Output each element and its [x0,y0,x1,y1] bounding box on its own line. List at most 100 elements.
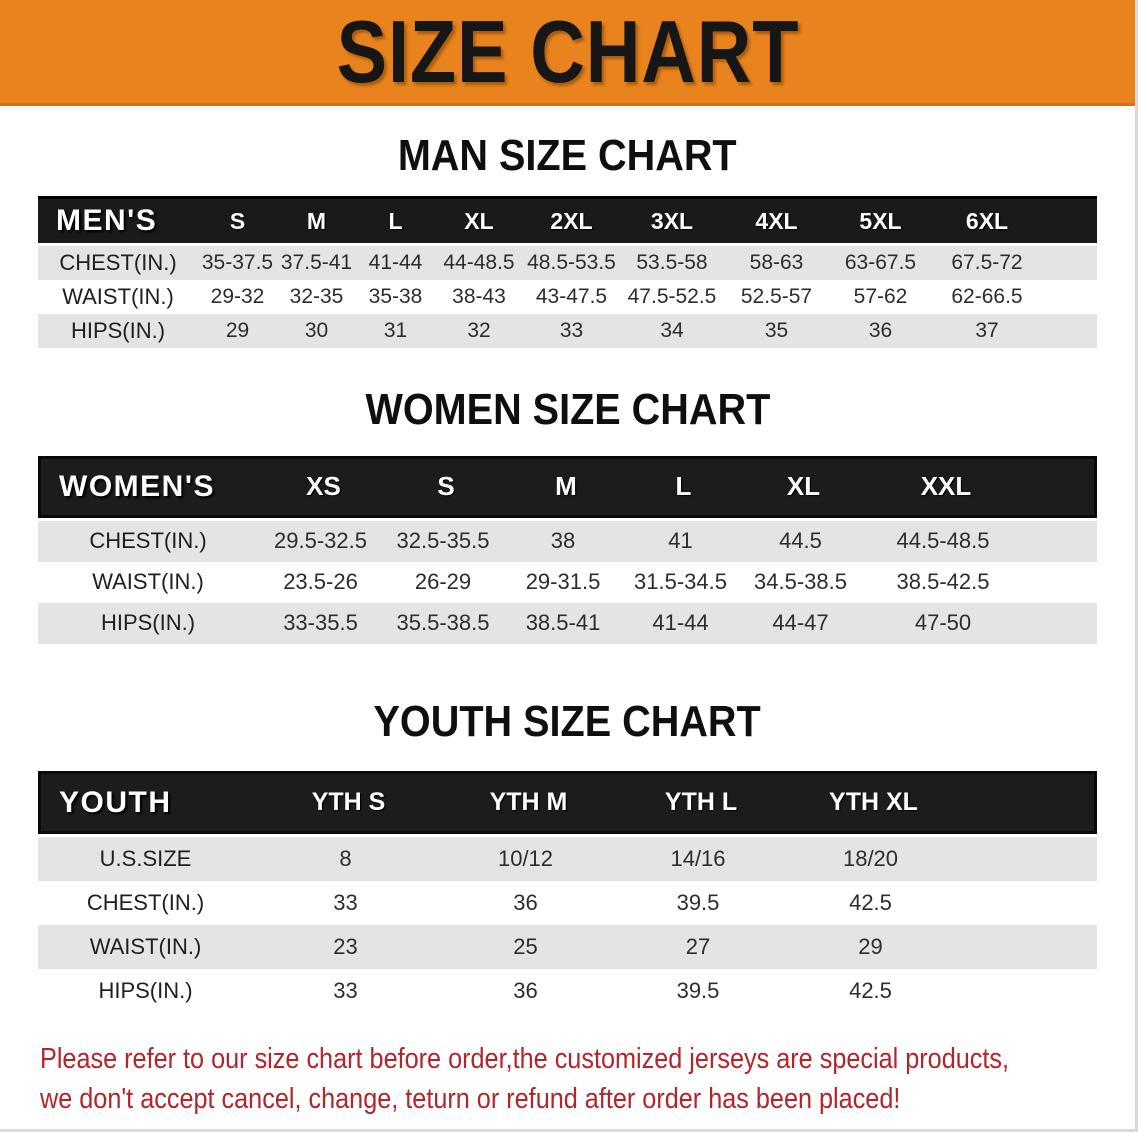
table-cell: 41 [668,528,693,554]
table-cell: 36 [868,319,893,343]
table-header-row: MEN'S S M L XL 2XL 3XL 4XL 5XL 6XL [38,196,1097,244]
table-cell: 29 [858,934,883,960]
table-cell: 33 [333,978,358,1004]
table-cell: 67.5-72 [951,251,1023,275]
table-cell: 47-50 [914,610,972,636]
column-header: L [388,207,403,234]
table-cell: 44-47 [772,610,829,636]
men-size-table: MEN'S S M L XL 2XL 3XL 4XL 5XL 6XL CHEST(IN.) 35-37… [38,196,1097,349]
table-cell: 43-47.5 [535,285,608,309]
table-cell: 38 [550,528,576,554]
table-cell: 44-48.5 [443,251,515,275]
table-row: CHEST(IN.) 29.5-32.5 32.5-35.5 38 41 44.5 44.5… [38,520,1097,562]
table-cell: 26-29 [414,569,472,595]
row-label: WAIST(IN.) [89,934,202,960]
table-header-row: WOMEN'S XS S M L XL XXL [38,455,1097,518]
row-label: CHEST(IN.) [89,528,207,554]
table-cell: 34 [660,319,684,343]
table-cell: 37 [975,319,999,343]
table-cell: 29 [225,319,250,343]
column-header: S [437,471,455,502]
table-cell: 34.5-38.5 [754,569,847,595]
banner-title: SIZE CHART [336,1,799,101]
youth-size-table: YOUTH YTH S YTH M YTH L YTH XL U.S.SIZE 8 10/12… [38,771,1097,1014]
table-cell: 48.5-53.5 [527,251,616,275]
table-cell: 25 [513,934,538,960]
men-section-heading: MAN SIZE CHART [0,131,1135,180]
column-header: XXL [920,471,972,502]
table-cell: 35.5-38.5 [396,610,490,636]
table-cell: 29.5-32.5 [274,528,367,554]
women-heading-text: WOMEN SIZE CHART [365,385,770,435]
column-header: YTH S [311,788,386,817]
table-cell: 41-44 [368,251,423,275]
table-cell: 8 [339,846,352,872]
table-cell: 44.5 [779,528,822,554]
footer-note: Please refer to our size chart before or… [40,1039,1135,1119]
table-header-label: MEN'S [56,204,158,238]
row-label: CHEST(IN.) [86,890,205,916]
column-header: YTH L [664,788,738,817]
row-label: WAIST(IN.) [92,569,204,595]
table-row: HIPS(IN.) 33-35.5 35.5-38.5 38.5-41 41-44 44-… [38,602,1097,644]
table-cell: 23 [333,934,358,960]
table-cell: 23.5-26 [283,569,358,595]
table-row: CHEST(IN.) 33 36 39.5 42.5 [38,881,1097,926]
men-heading-text: MAN SIZE CHART [398,131,737,180]
table-cell: 37.5-41 [280,251,353,275]
column-header: M [555,471,577,502]
column-header: XL [786,471,821,502]
table-cell: 53.5-58 [636,251,708,275]
women-size-table: WOMEN'S XS S M L XL XXL CHEST(IN.) 29.5-32.5 32.5… [38,455,1097,644]
table-cell: 27 [685,934,711,960]
table-header-label: WOMEN'S [59,469,215,503]
column-header: 6XL [965,207,1009,234]
column-header: 5XL [859,207,902,234]
youth-section: YOUTH SIZE CHART YOUTH YTH S YTH M YTH L YTH… [0,696,1135,1014]
column-header: M [306,207,327,234]
table-cell: 14/16 [670,846,726,872]
row-label: CHEST(IN.) [59,250,177,276]
table-cell: 32-35 [289,285,344,309]
column-header: YTH XL [829,788,918,817]
table-header-label: YOUTH [59,785,172,819]
row-label: U.S.SIZE [99,846,192,872]
table-cell: 62-66.5 [951,285,1023,309]
table-row: WAIST(IN.) 29-32 32-35 35-38 38-43 43-47.5 47.… [38,280,1097,315]
row-label: HIPS(IN.) [100,610,196,636]
table-cell: 31.5-34.5 [634,569,727,595]
column-header: 2XL [550,207,593,234]
youth-heading-text: YOUTH SIZE CHART [373,696,762,746]
table-cell: 38.5-42.5 [896,569,990,595]
table-cell: 10/12 [497,846,554,872]
table-row: WAIST(IN.) 23.5-26 26-29 29-31.5 31.5-34.5 34… [38,561,1097,603]
banner: SIZE CHART [0,0,1135,106]
table-cell: 44.5-48.5 [896,528,990,554]
table-cell: 42.5 [849,890,892,916]
table-cell: 31 [383,319,408,343]
table-cell: 47.5-52.5 [627,285,717,309]
table-row: WAIST(IN.) 23 25 27 29 [38,925,1097,970]
table-cell: 35 [764,319,789,343]
table-row: CHEST(IN.) 35-37.5 37.5-41 41-44 44-48.5 48.5… [38,246,1097,281]
table-cell: 63-67.5 [844,251,917,275]
table-cell: 42.5 [849,978,892,1004]
table-cell: 33 [333,890,358,916]
table-row: HIPS(IN.) 29 30 31 32 33 34 35 36 37 [38,314,1097,349]
table-cell: 35-37.5 [201,251,274,275]
column-header: YTH M [489,788,568,817]
row-label: HIPS(IN.) [70,318,166,344]
table-cell: 32.5-35.5 [396,528,490,554]
table-cell: 39.5 [676,890,720,916]
column-header: S [229,207,246,234]
row-label: HIPS(IN.) [98,978,193,1004]
table-cell: 36 [513,978,538,1004]
table-cell: 38.5-41 [525,610,601,636]
column-header: 4XL [755,207,798,234]
table-row: U.S.SIZE 8 10/12 14/16 18/20 [38,837,1097,882]
table-cell: 41-44 [652,610,709,636]
column-header: L [675,471,692,502]
men-section: MAN SIZE CHART MEN'S S M L XL 2XL 3XL 4XL 5XL 6XL… [0,131,1135,349]
table-cell: 39.5 [676,978,720,1004]
